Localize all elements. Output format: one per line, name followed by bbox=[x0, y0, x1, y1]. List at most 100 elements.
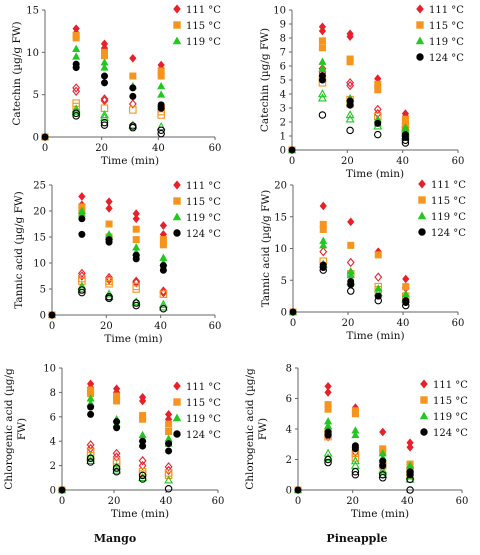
data-point bbox=[345, 110, 355, 119]
legend: 111 °C 115 °C 119 °C 124 °C bbox=[419, 379, 468, 439]
y-tick-label: 3 bbox=[280, 104, 286, 115]
data-point bbox=[350, 456, 360, 465]
data-point bbox=[105, 204, 113, 213]
data-point bbox=[347, 217, 355, 227]
data-point bbox=[132, 276, 141, 286]
data-point bbox=[318, 64, 327, 72]
legend-marker bbox=[173, 381, 181, 391]
data-point bbox=[378, 474, 387, 482]
data-point bbox=[138, 475, 147, 483]
series-open-square bbox=[86, 448, 173, 480]
y-tick-label: 10 bbox=[273, 6, 286, 17]
series-open-circle bbox=[78, 286, 168, 313]
legend-label: 119 °C bbox=[186, 414, 221, 425]
data-point bbox=[86, 452, 96, 461]
data-point bbox=[100, 110, 109, 119]
series-open-triangle bbox=[323, 448, 415, 483]
data-point bbox=[112, 464, 121, 472]
legend-marker bbox=[173, 430, 181, 438]
data-point bbox=[317, 93, 327, 102]
legend-marker bbox=[416, 4, 424, 14]
data-point bbox=[319, 264, 327, 272]
series-open-square bbox=[78, 274, 168, 298]
data-point bbox=[157, 72, 165, 80]
data-point bbox=[324, 458, 332, 467]
data-point bbox=[347, 241, 355, 249]
data-point bbox=[129, 123, 137, 132]
y-tick-label: 0 bbox=[286, 486, 292, 497]
data-point bbox=[346, 78, 355, 88]
chart-panel-5: 0 2 4 6 8 10 0 20 40 60 Time (min) Chlorogenic acid… bbox=[3, 364, 224, 521]
y-tick-label: 4 bbox=[286, 425, 292, 436]
x-tick-label: 60 bbox=[456, 496, 469, 507]
y-axis-label: Chlorogenic acid (µg/gFW) bbox=[244, 368, 269, 490]
data-point bbox=[402, 283, 410, 291]
data-point bbox=[113, 397, 121, 405]
legend-label: 115 °C bbox=[186, 197, 221, 208]
series-open-diamond bbox=[86, 440, 173, 476]
data-point bbox=[78, 215, 86, 223]
x-tick-label: 40 bbox=[154, 321, 167, 332]
data-point bbox=[100, 94, 109, 104]
series-open-square bbox=[72, 99, 165, 119]
y-tick-label: 6 bbox=[280, 62, 286, 73]
y-tick-label: 2 bbox=[280, 118, 286, 129]
data-point bbox=[100, 95, 109, 106]
chart-panel-6: 0 2 4 6 8 0 20 40 60 Time (min) Chlorogenic acid (… bbox=[244, 364, 468, 521]
data-point bbox=[374, 86, 382, 94]
data-point bbox=[112, 465, 122, 474]
series-filled-square bbox=[289, 220, 410, 316]
series-open-diamond bbox=[72, 83, 166, 112]
series-open-triangle bbox=[86, 452, 174, 484]
data-point bbox=[318, 76, 326, 84]
data-point bbox=[164, 475, 174, 484]
data-point bbox=[72, 112, 80, 120]
x-axis-label: Time (min) bbox=[111, 508, 169, 520]
data-point bbox=[72, 109, 80, 118]
y-tick-label: 4 bbox=[280, 90, 286, 101]
legend-marker bbox=[419, 411, 429, 420]
x-tick-label: 60 bbox=[452, 318, 465, 329]
y-tick-label: 1 bbox=[280, 132, 286, 143]
series-open-triangle bbox=[71, 104, 166, 131]
data-point bbox=[406, 442, 414, 452]
data-point bbox=[129, 92, 137, 100]
data-point bbox=[346, 101, 354, 109]
data-point bbox=[374, 119, 382, 127]
data-point bbox=[401, 301, 410, 310]
series-open-circle bbox=[319, 266, 410, 310]
y-tick-label: 20 bbox=[33, 207, 46, 218]
data-point bbox=[101, 52, 109, 60]
y-tick-label: 5 bbox=[33, 90, 39, 101]
data-point bbox=[319, 246, 328, 257]
data-point bbox=[317, 89, 327, 98]
y-tick-label: 2 bbox=[286, 455, 292, 466]
data-point bbox=[378, 470, 387, 479]
data-point bbox=[374, 130, 382, 139]
x-tick-label: 40 bbox=[160, 496, 173, 507]
data-point bbox=[105, 238, 113, 246]
data-point bbox=[346, 126, 354, 135]
data-point bbox=[158, 299, 168, 308]
y-tick-label: 10 bbox=[33, 259, 46, 270]
data-point bbox=[351, 467, 360, 476]
series-open-diamond bbox=[319, 246, 410, 293]
data-point bbox=[159, 286, 168, 296]
y-tick-label: 5 bbox=[40, 285, 46, 296]
legend-marker bbox=[420, 379, 428, 389]
legend: 111 °C 115 °C 119 °C 124 °C bbox=[172, 180, 221, 240]
data-point bbox=[105, 272, 113, 283]
series-open-circle bbox=[324, 455, 414, 494]
data-point bbox=[319, 266, 327, 274]
legend-marker bbox=[420, 428, 428, 436]
data-point bbox=[131, 297, 141, 306]
data-point bbox=[351, 430, 360, 439]
data-point bbox=[87, 403, 95, 411]
data-point bbox=[288, 146, 296, 154]
data-point bbox=[100, 63, 109, 71]
data-point bbox=[165, 447, 173, 455]
x-tick-label: 40 bbox=[152, 143, 165, 154]
legend-label: 111 °C bbox=[186, 382, 221, 393]
series-open-triangle bbox=[317, 89, 410, 140]
chart-panel-2: 0 1 2 3 4 5 6 7 8 9 10 0 20 40 60 Time (min) Catechin (µ… bbox=[259, 4, 464, 180]
